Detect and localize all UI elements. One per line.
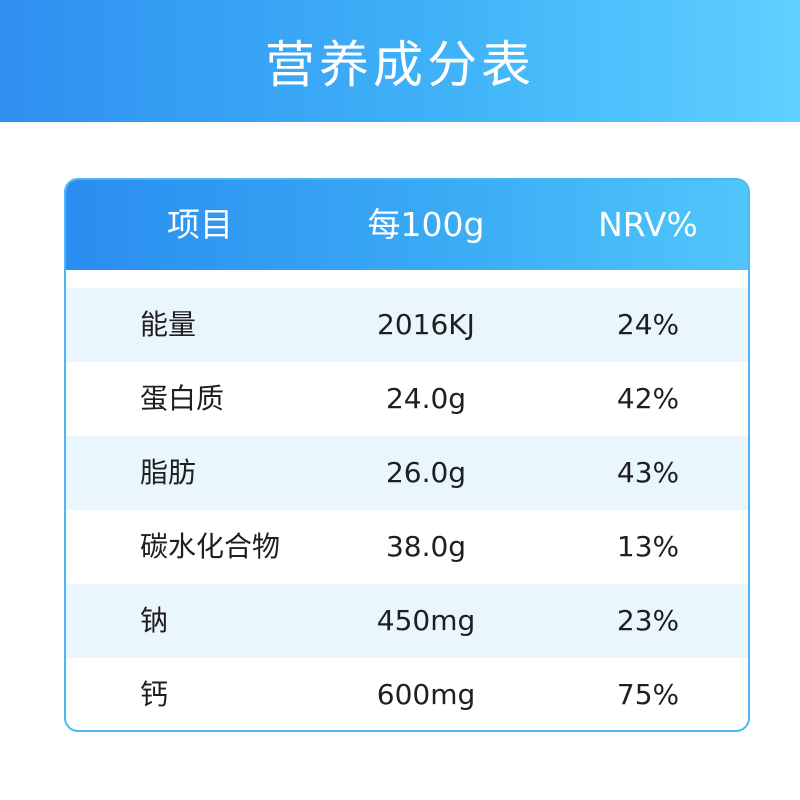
nutrient-name: 钙 [140, 678, 169, 711]
nutrient-nrv: 42% [616, 382, 680, 415]
header-nrv: NRV% [598, 205, 698, 244]
nutrient-nrv: 43% [616, 456, 680, 489]
nutrient-per-100g: 38.0g [385, 530, 467, 563]
nutrient-per-100g: 26.0g [385, 456, 467, 489]
table-row: 钠 450mg 23% [66, 584, 748, 658]
nutrient-nrv: 23% [616, 604, 680, 637]
nutrient-per-100g: 450mg [376, 604, 476, 637]
table-row: 能量 2016KJ 24% [66, 288, 748, 362]
nutrient-name: 能量 [140, 308, 197, 341]
nutrient-name: 蛋白质 [140, 382, 225, 415]
nutrition-table: 项目 每100g NRV% 能量 2016KJ 24% 蛋白质 24.0g 42… [64, 178, 750, 732]
table-row: 蛋白质 24.0g 42% [66, 362, 748, 436]
nutrient-name: 碳水化合物 [140, 530, 281, 563]
nutrient-per-100g: 600mg [376, 678, 476, 711]
table-row: 碳水化合物 38.0g 13% [66, 510, 748, 584]
header-per-100g: 每100g [367, 205, 485, 244]
nutrient-per-100g: 24.0g [385, 382, 467, 415]
nutrient-nrv: 75% [616, 678, 680, 711]
table-row: 脂肪 26.0g 43% [66, 436, 748, 510]
header-item: 项目 [167, 205, 233, 244]
nutrient-nrv: 13% [616, 530, 680, 563]
nutrient-name: 钠 [140, 604, 169, 637]
table-body: 能量 2016KJ 24% 蛋白质 24.0g 42% 脂肪 26.0g 43%… [66, 288, 748, 730]
table-row: 钙 600mg 75% [66, 658, 748, 730]
nutrient-nrv: 24% [616, 308, 680, 341]
page-title: 营养成分表 [265, 36, 535, 94]
table-header: 项目 每100g NRV% [66, 180, 748, 270]
nutrient-name: 脂肪 [140, 456, 197, 489]
nutrient-per-100g: 2016KJ [377, 308, 475, 341]
title-banner: 营养成分表 [0, 0, 800, 122]
